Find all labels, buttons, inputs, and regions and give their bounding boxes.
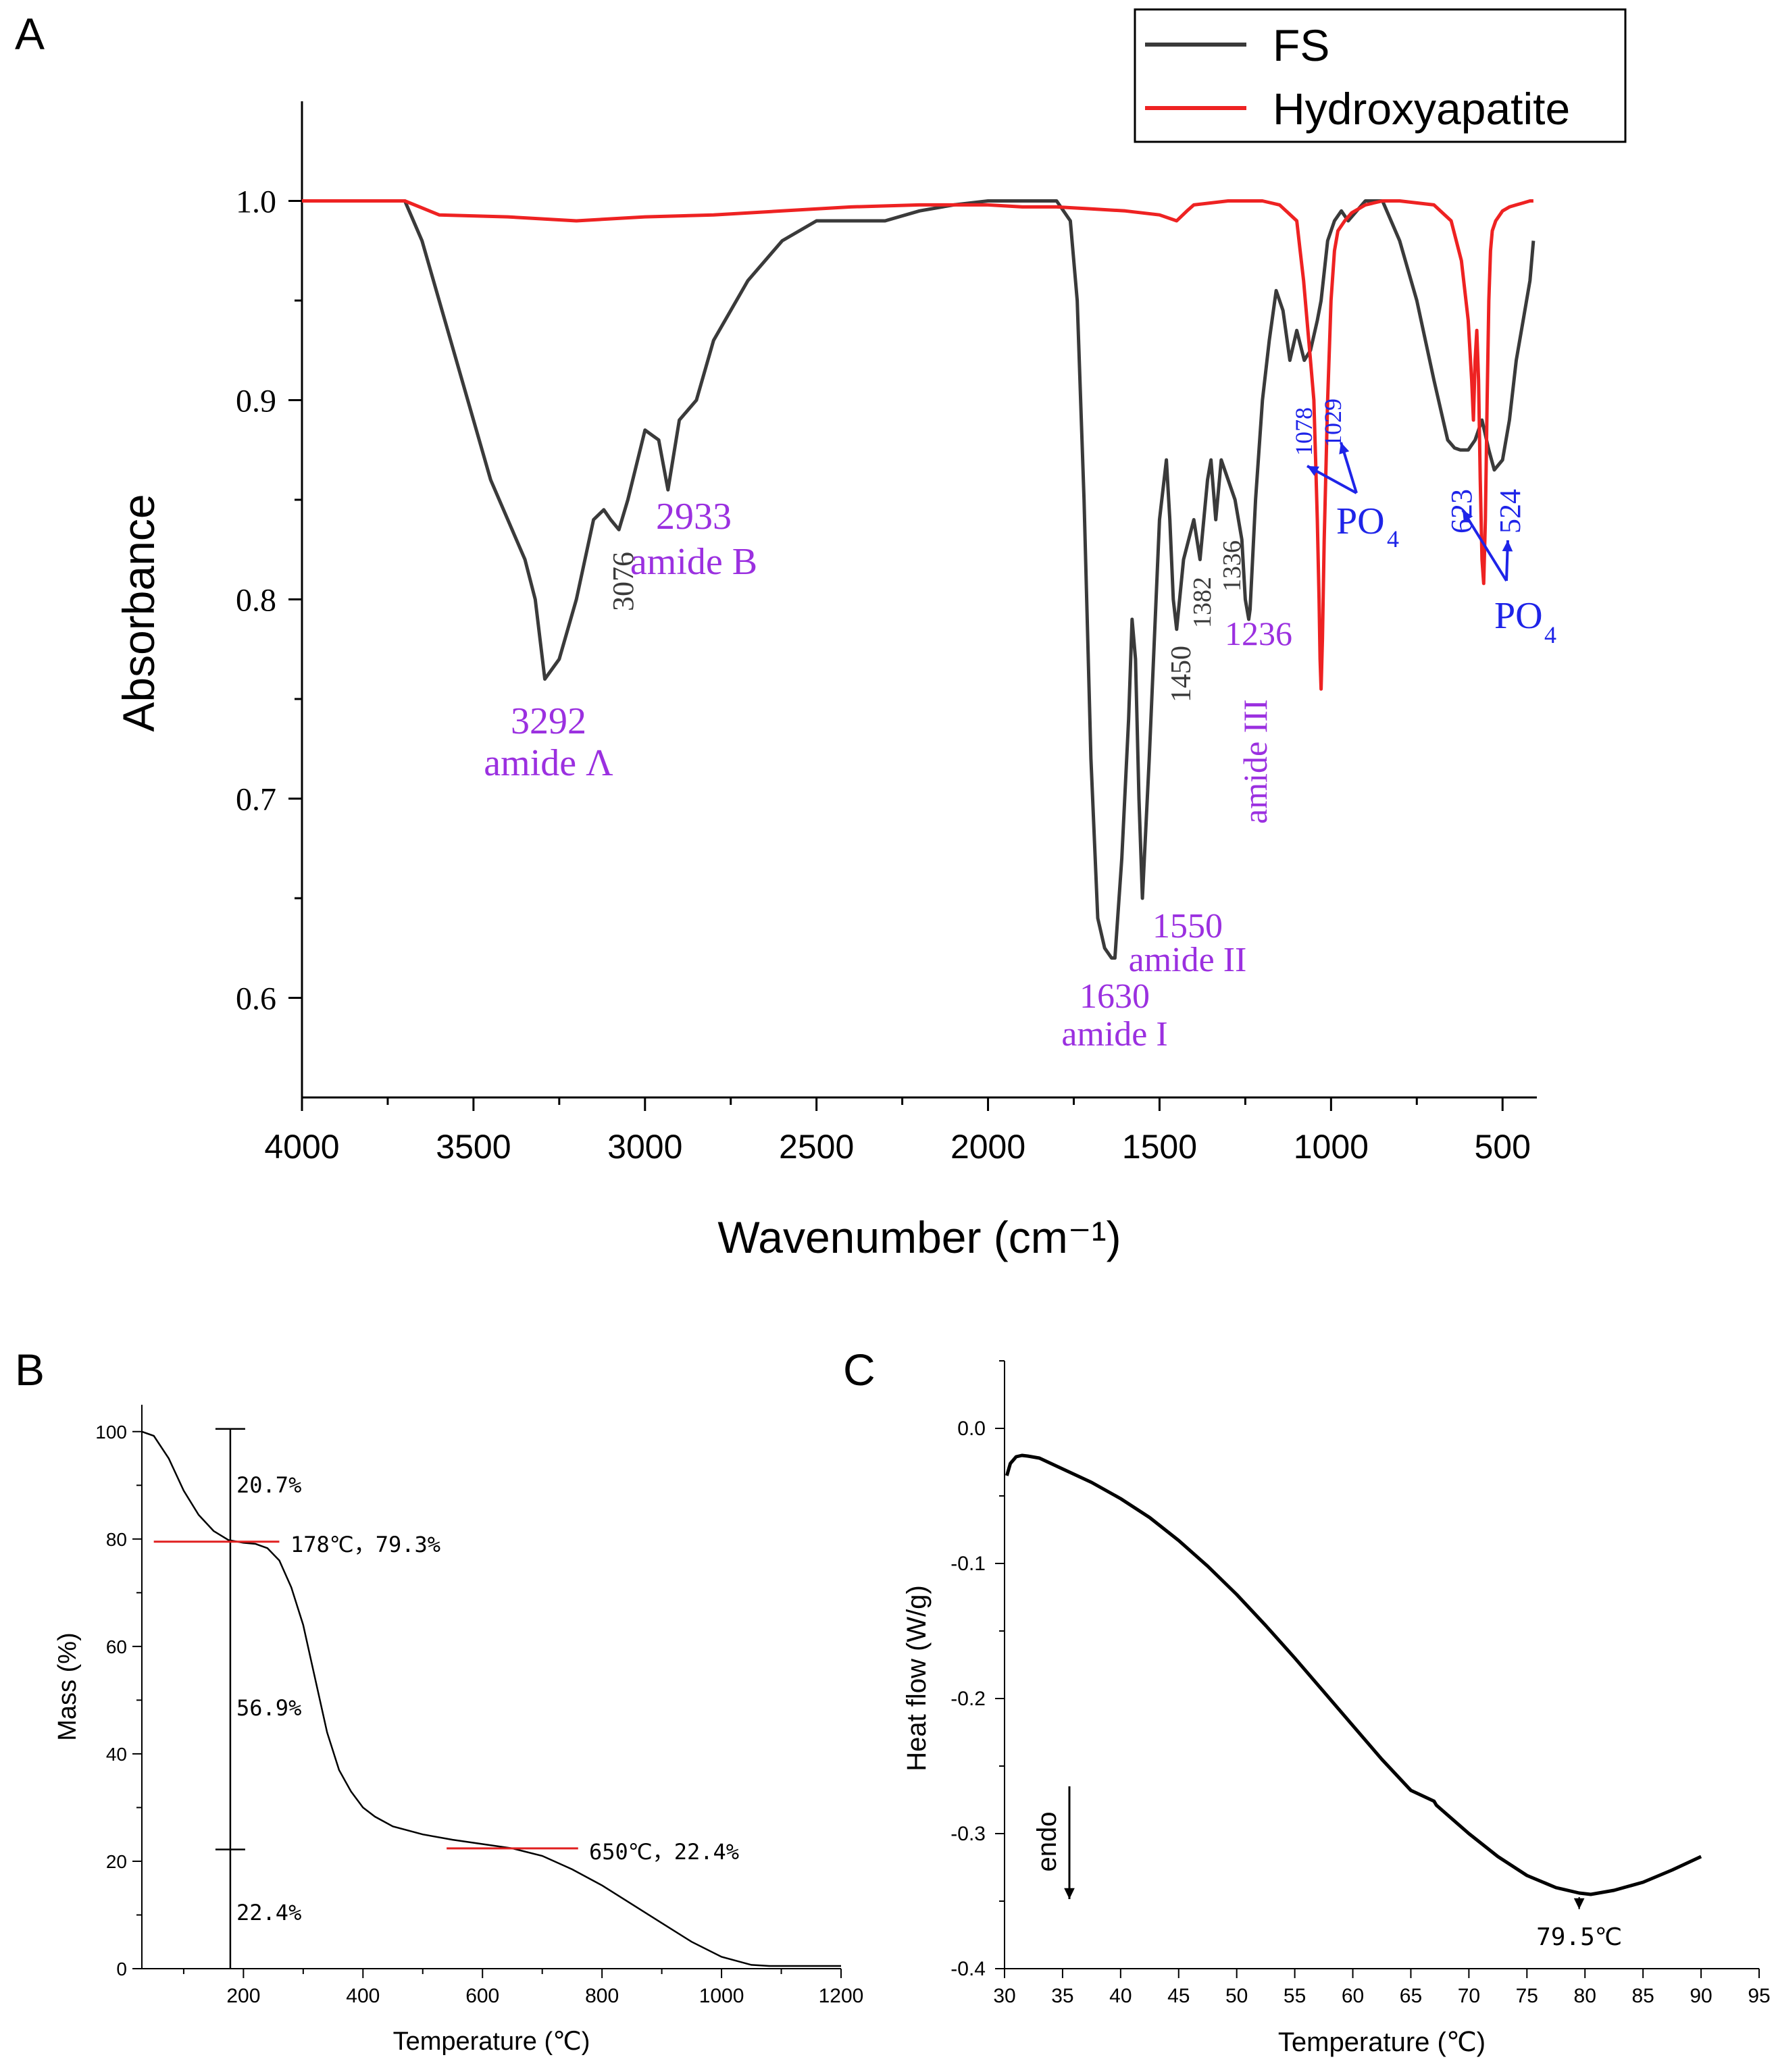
b-step-label-3: 22.4% <box>236 1900 301 1925</box>
b-y-tick-label: 0 <box>116 1959 127 1979</box>
a-legend-box <box>1134 8 1627 143</box>
c-x-tick-label: 85 <box>1631 1985 1654 2007</box>
c-x-tick-label: 60 <box>1342 1985 1364 2007</box>
c-y-tick-label: -0.4 <box>950 1958 986 1980</box>
c-y-tick-label: -0.2 <box>950 1688 986 1710</box>
panel-label-b: B <box>15 1345 45 1395</box>
a-y-tick-label: 0.9 <box>236 384 276 419</box>
c-y-tick-label: 0.0 <box>957 1418 986 1440</box>
a-annotation-3292: amide Λ <box>484 742 613 784</box>
b-tangent-label-2: 650℃，22.4% <box>589 1839 739 1865</box>
a-legend-hydroxyapatite-label: Hydroxyapatite <box>1273 84 1570 134</box>
c-peak-label: 79.5℃ <box>1536 1923 1622 1951</box>
a-arrow-1029-head <box>1339 442 1350 455</box>
a-annotation-1029: 1029 <box>1319 398 1346 447</box>
b-y-axis-label: Mass (%) <box>53 1632 82 1740</box>
b-x-tick-label: 800 <box>585 1985 619 2007</box>
a-annotation-1450: 1450 <box>1166 646 1197 702</box>
a-x-tick-label: 1500 <box>1122 1128 1197 1166</box>
c-y-axis-label: Heat flow (W/g) <box>902 1585 932 1771</box>
a-x-tick-label: 2000 <box>950 1128 1025 1166</box>
panel-label-a: A <box>15 9 45 59</box>
a-annotation-po4-lower: PO <box>1494 595 1543 637</box>
a-y-tick-label: 0.8 <box>236 583 276 619</box>
a-annotation-1550: amide II <box>1129 941 1247 979</box>
c-series-heatflow-line <box>1005 1453 1702 1896</box>
a-arrow-524-head <box>1502 540 1513 552</box>
a-annotation-po4-upper: PO <box>1336 500 1385 542</box>
b-tangent-label-1: 178℃，79.3% <box>290 1532 440 1557</box>
c-x-tick-label: 35 <box>1051 1985 1073 2007</box>
a-annotation-1630: amide I <box>1061 1015 1167 1054</box>
c-x-tick-label: 45 <box>1167 1985 1190 2007</box>
b-x-tick-label: 200 <box>226 1985 260 2007</box>
c-x-axis-label: Temperature (℃) <box>1278 2027 1486 2057</box>
a-x-tick-label: 3500 <box>436 1128 511 1166</box>
a-x-tick-label: 500 <box>1475 1128 1531 1166</box>
c-x-tick-label: 75 <box>1516 1985 1538 2007</box>
c-endo-label: endo <box>1032 1812 1062 1872</box>
a-series-hydroxyapatite-line <box>302 199 1533 691</box>
b-step-label-2: 56.9% <box>236 1695 301 1721</box>
c-y-tick-label: -0.3 <box>950 1823 986 1845</box>
a-annotation-po4-upper-sub: 4 <box>1387 525 1399 552</box>
a-annotation-2933: 2933 <box>656 496 732 538</box>
a-x-tick-label: 2500 <box>779 1128 854 1166</box>
a-annotation-1382: 1382 <box>1188 577 1217 628</box>
a-annotation-524: 524 <box>1494 489 1527 534</box>
c-x-tick-label: 80 <box>1574 1985 1596 2007</box>
a-y-tick-label: 0.7 <box>236 782 276 818</box>
c-x-tick-label: 30 <box>993 1985 1015 2007</box>
b-y-tick-label: 100 <box>95 1422 127 1443</box>
c-x-tick-label: 95 <box>1748 1985 1770 2007</box>
c-peak-arrow-head <box>1573 1898 1585 1909</box>
a-x-axis-label: Wavenumber (cm⁻¹) <box>717 1212 1121 1262</box>
a-x-tick-label: 1000 <box>1294 1128 1369 1166</box>
a-annotation-1078: 1078 <box>1290 407 1317 456</box>
b-y-tick-label: 40 <box>106 1744 127 1765</box>
c-endo-arrow-head <box>1064 1888 1075 1899</box>
c-x-tick-label: 70 <box>1458 1985 1480 2007</box>
a-arrow-623-head <box>1463 510 1473 522</box>
a-series-fs-line <box>302 199 1536 960</box>
b-step-label-1: 20.7% <box>236 1472 301 1498</box>
a-legend-fs-label: FS <box>1273 20 1329 70</box>
panel-label-c: C <box>843 1345 876 1395</box>
a-annotation-1336: 1336 <box>1218 540 1246 592</box>
b-y-tick-label: 80 <box>106 1529 127 1550</box>
c-x-tick-label: 90 <box>1690 1985 1712 2007</box>
c-x-tick-label: 55 <box>1284 1985 1306 2007</box>
c-x-tick-label: 50 <box>1225 1985 1248 2007</box>
a-annotation-3076: 3076 <box>607 552 640 611</box>
a-x-tick-label: 4000 <box>264 1128 339 1166</box>
b-y-tick-label: 20 <box>106 1851 127 1872</box>
c-x-tick-label: 40 <box>1109 1985 1132 2007</box>
a-annotation-3292: 3292 <box>511 700 586 742</box>
a-annotation-1236: 1236 <box>1225 615 1292 652</box>
b-x-tick-label: 400 <box>346 1985 380 2007</box>
b-x-tick-label: 1000 <box>699 1985 744 2007</box>
a-annotation-po4-lower-sub: 4 <box>1544 621 1556 648</box>
a-annotation-1630: 1630 <box>1080 977 1150 1016</box>
a-x-tick-label: 3000 <box>607 1128 682 1166</box>
c-x-tick-label: 65 <box>1400 1985 1422 2007</box>
a-annotation-amide-iii: amide III <box>1236 699 1274 824</box>
b-series-mass-line <box>141 1430 841 1967</box>
a-arrow-1078-head <box>1307 466 1319 476</box>
b-x-axis-label: Temperature (℃) <box>393 2027 590 2056</box>
b-x-tick-label: 600 <box>465 1985 499 2007</box>
a-y-tick-label: 0.6 <box>236 981 276 1017</box>
a-annotation-1550: 1550 <box>1152 907 1223 946</box>
b-x-tick-label: 1200 <box>819 1985 864 2007</box>
b-y-tick-label: 60 <box>106 1636 127 1657</box>
a-y-tick-label: 1.0 <box>236 184 276 220</box>
a-annotation-2933: amide B <box>630 541 757 583</box>
c-y-tick-label: -0.1 <box>950 1553 986 1575</box>
a-arrow-623 <box>1461 509 1508 582</box>
a-y-axis-label: Absorbance <box>113 494 163 731</box>
